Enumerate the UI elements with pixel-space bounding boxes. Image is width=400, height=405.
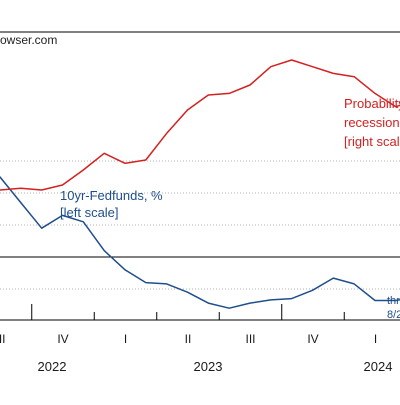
quarter-tick-label: IV: [57, 332, 68, 346]
quarter-tick-label: III: [0, 332, 6, 346]
series-line-10yr-fedfunds: [0, 176, 400, 309]
annotation-thru-line2: 8/2: [387, 309, 400, 321]
grid-lines: [0, 160, 400, 290]
annotation-red-line1: Probability of: [344, 96, 400, 111]
plot-frame: [0, 31, 400, 321]
year-label: 2024: [364, 359, 393, 374]
year-labels: 2022 2023 2024: [38, 359, 393, 374]
series-line-recession-probability: [0, 59, 400, 191]
annotation-blue-line1: 10yr-Fedfunds, %: [60, 188, 163, 203]
year-label: 2022: [38, 359, 67, 374]
series-lines: [0, 59, 400, 309]
quarter-tick-label: IV: [307, 332, 318, 346]
source-label: owser.com: [0, 33, 57, 47]
quarter-tick-label: I: [374, 332, 377, 346]
quarter-tick-labels: IIIIVIIIIIIIVI: [0, 332, 377, 346]
quarter-tick-label: I: [124, 332, 127, 346]
quarter-tick-label: III: [245, 332, 255, 346]
annotations: 10yr-Fedfunds, % [left scale] Probability …: [60, 96, 400, 321]
annotation-red-line3: [right scale]: [344, 134, 400, 149]
x-axis-ticks: [31, 304, 345, 320]
quarter-tick-label: II: [185, 332, 192, 346]
year-label: 2023: [194, 359, 223, 374]
annotation-red-line2: recession: [344, 115, 400, 130]
annotation-blue-line2: [left scale]: [60, 205, 119, 220]
annotation-thru-line1: thru: [387, 295, 400, 307]
